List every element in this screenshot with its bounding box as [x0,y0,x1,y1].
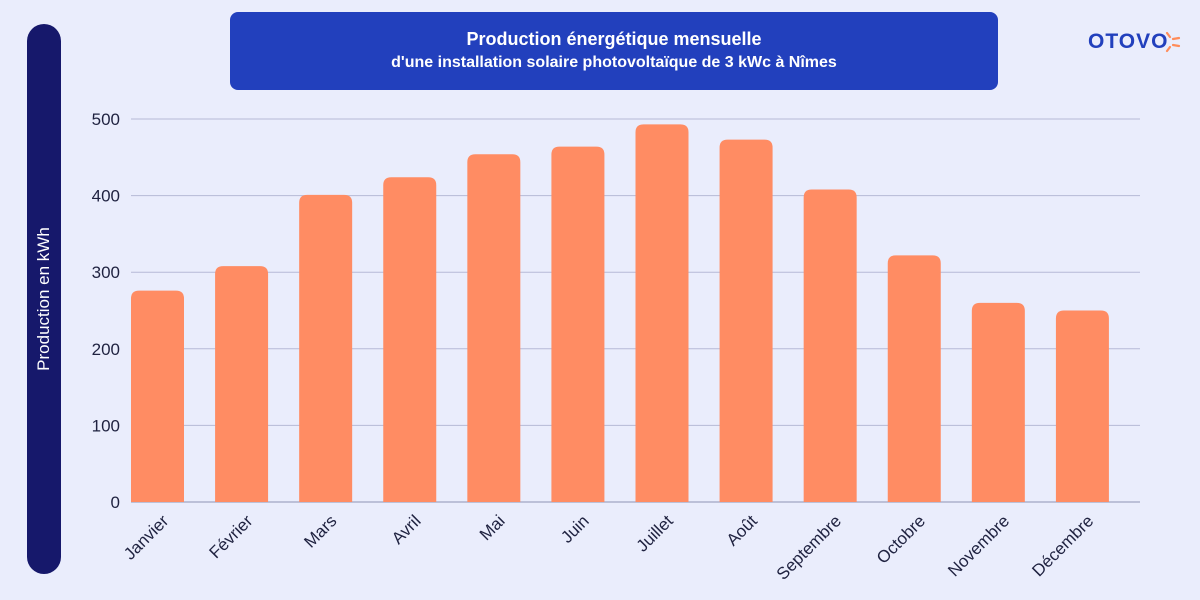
bar-décembre [1055,310,1109,502]
bar-septembre [803,189,857,503]
logo-text: OTOVO [1088,30,1169,53]
y-tick-label: 500 [92,110,120,129]
x-tick-label: Octobre [873,511,929,567]
x-tick-label: Décembre [1028,511,1097,580]
x-tick-label: Septembre [773,511,845,583]
bar-juillet [635,124,689,502]
bar-août [719,139,773,502]
x-tick-label: Avril [388,511,425,548]
x-tick-label: Mars [300,511,340,551]
bar-octobre [887,255,941,502]
bar-mai [467,154,521,502]
bar-avril [383,177,437,502]
x-tick-label: Novembre [944,511,1013,580]
x-tick-label: Août [723,511,761,549]
x-tick-label: Juillet [633,511,677,555]
chart-title-box: Production énergétique mensuelle d'une i… [230,12,998,90]
bar-novembre [971,302,1025,502]
y-tick-label: 0 [111,493,120,512]
y-tick-label: 400 [92,187,120,206]
y-axis-label-bar: Production en kWh [27,24,61,574]
x-tick-label: Juin [557,511,592,546]
sun-rays-icon [1166,31,1181,53]
y-tick-label: 100 [92,416,120,435]
y-tick-label: 300 [92,263,120,282]
bar-juin [551,146,605,503]
chart-subtitle: d'une installation solaire photovoltaïqu… [391,54,837,71]
bar-février [215,266,269,502]
chart-title: Production énergétique mensuelle [466,29,762,49]
otovo-logo: OTOVO [1088,28,1182,56]
x-tick-label: Février [206,511,257,562]
x-tick-label: Mai [476,511,509,544]
bar-janvier [131,290,184,502]
x-tick-label: Janvier [120,511,172,563]
y-tick-label: 200 [92,340,120,359]
bar-mars [299,194,353,503]
